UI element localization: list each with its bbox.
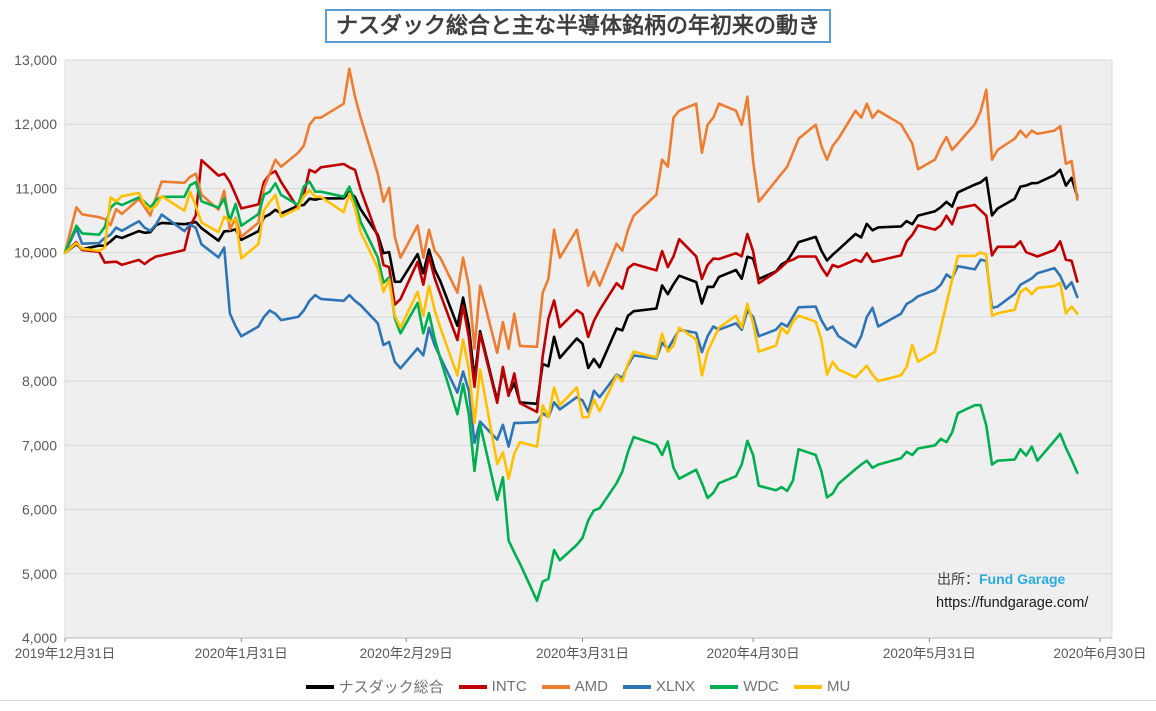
legend-item-MU: MU (794, 678, 850, 695)
legend-item-AMD: AMD (541, 678, 608, 695)
legend-item-INTC: INTC (458, 678, 527, 695)
legend-swatch-WDC (710, 684, 739, 689)
series-line-AMD (63, 67, 1079, 355)
x-tick-label: 2020年5月31日 (883, 646, 976, 661)
y-tick-label: 7,000 (22, 437, 57, 453)
source-annotation: 出所：Fund Garage (937, 571, 1066, 587)
x-tick-label: 2020年2月29日 (360, 646, 453, 661)
x-tick-label: 2020年1月31日 (195, 646, 288, 661)
y-tick-label: 13,000 (14, 52, 57, 68)
legend-label: ナスダック総合 (338, 679, 444, 696)
legend-item-XLNX: XLNX (623, 678, 695, 695)
legend-label: MU (827, 678, 851, 695)
y-tick-label: 5,000 (22, 566, 57, 582)
gridlines (64, 59, 1113, 639)
y-tick-label: 6,000 (22, 502, 57, 518)
x-tick-label: 2019年12月31日 (15, 646, 116, 661)
legend-swatch-XLNX (623, 684, 651, 689)
bottom-divider (0, 700, 1156, 701)
legend-item-ナスダック総合: ナスダック総合 (305, 676, 444, 697)
legend-label: INTC (491, 678, 527, 695)
series-line-INTC (63, 158, 1079, 414)
y-tick-label: 9,000 (22, 309, 57, 325)
y-tick-label: 11,000 (15, 180, 57, 196)
axis-ticks (64, 638, 1101, 642)
legend-label: XLNX (656, 678, 696, 695)
axis-labels: 4,000 5,000 6,000 7,000 8,000 9,000 10,000 11,0… (14, 52, 1146, 661)
chart-title: ナスダック総合と主な半導体銘柄の年初来の動き (324, 9, 832, 43)
line-chart-canvas: 4,000 5,000 6,000 7,000 8,000 9,000 10,000 11,0… (14, 52, 1146, 661)
legend-label: AMD (574, 678, 608, 695)
x-tick-label: 2020年6月30日 (1053, 646, 1146, 661)
y-tick-label: 10,000 (14, 245, 57, 261)
legend-swatch-ナスダック総合 (305, 684, 334, 689)
series-line-MU (63, 189, 1079, 481)
x-tick-label: 2020年3月31日 (536, 646, 629, 661)
chart-legend: ナスダック総合 INTC AMD XLNX WDC MU (0, 676, 1156, 697)
legend-swatch-INTC (458, 684, 487, 689)
y-tick-label: 4,000 (22, 630, 57, 646)
legend-item-WDC: WDC (710, 678, 779, 695)
legend-swatch-AMD (541, 684, 570, 689)
source-name-label: Fund Garage (979, 571, 1066, 587)
series-lines (63, 67, 1079, 603)
y-tick-label: 8,000 (22, 373, 57, 389)
y-tick-label: 12,000 (14, 116, 57, 132)
source-url: https://fundgarage.com/ (936, 595, 1089, 611)
legend-label: WDC (743, 678, 780, 695)
source-prefix-label: 出所： (937, 571, 979, 587)
x-tick-label: 2020年4月30日 (707, 646, 800, 661)
legend-swatch-MU (794, 684, 823, 689)
series-line-WDC (63, 180, 1079, 603)
